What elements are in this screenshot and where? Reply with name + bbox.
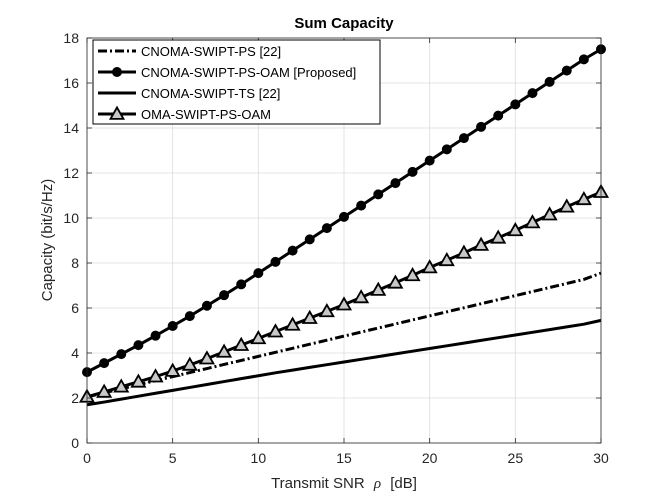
data-point <box>561 65 572 76</box>
data-point <box>527 88 538 99</box>
data-point <box>116 349 127 360</box>
data-point <box>304 234 315 245</box>
legend-marker <box>108 105 126 120</box>
data-point <box>407 166 418 177</box>
legend-entry: OMA-SWIPT-PS-OAM <box>98 105 271 122</box>
data-point <box>424 155 435 166</box>
data-point <box>370 281 387 296</box>
data-point <box>455 244 472 259</box>
y-tick-label: 8 <box>71 255 79 271</box>
data-point <box>387 274 404 289</box>
legend: CNOMA-SWIPT-PS [22] CNOMA-SWIPT-PS-OAM [P… <box>92 39 381 125</box>
legend-marker <box>112 67 122 77</box>
y-tick-label: 4 <box>71 345 79 361</box>
data-point <box>476 121 487 132</box>
y-tick-label: 16 <box>63 75 79 91</box>
x-axis-label-prefix: Transmit SNR <box>271 475 365 492</box>
data-point <box>184 311 195 322</box>
data-point <box>544 76 555 87</box>
data-point <box>99 358 110 369</box>
data-point <box>130 373 147 388</box>
y-tick-label: 18 <box>63 30 79 46</box>
y-tick-label: 14 <box>63 120 79 136</box>
data-point <box>147 368 164 383</box>
y-tick-label: 2 <box>71 390 79 406</box>
y-tick-label: 10 <box>63 210 79 226</box>
data-point <box>335 296 353 311</box>
x-axis-label: Transmit SNR ρ [dB] <box>271 475 417 492</box>
data-point <box>390 178 401 189</box>
data-point <box>458 133 469 144</box>
data-point <box>301 309 318 324</box>
data-point <box>236 279 247 290</box>
x-tick-label: 5 <box>169 450 177 466</box>
legend-label: CNOMA-SWIPT-PS [22] <box>141 44 281 59</box>
x-axis-label-suffix: [dB] <box>390 475 417 492</box>
x-tick-label: 10 <box>251 450 267 466</box>
data-point <box>270 256 281 267</box>
data-point <box>353 289 370 304</box>
series-cnoma-swipt-ts-22 <box>86 318 602 407</box>
data-point <box>473 236 490 251</box>
data-point <box>284 316 301 331</box>
data-point <box>493 110 504 121</box>
data-point <box>578 54 589 65</box>
x-tick-label: 20 <box>422 450 438 466</box>
data-point <box>441 144 452 155</box>
y-tick-label: 0 <box>71 435 79 451</box>
data-point <box>150 330 161 341</box>
y-tick-label: 12 <box>63 165 79 181</box>
legend-label: CNOMA-SWIPT-PS-OAM [Proposed] <box>141 65 356 80</box>
legend-label: OMA-SWIPT-PS-OAM <box>141 107 271 122</box>
data-point <box>253 268 264 279</box>
data-point <box>558 198 575 213</box>
y-tick-label: 6 <box>71 300 79 316</box>
ticks: 0 5 10 15 20 25 30 0 2 4 6 8 10 12 14 16 18 <box>63 30 609 466</box>
data-point <box>575 191 592 206</box>
data-point <box>507 222 524 237</box>
data-point <box>287 245 298 256</box>
data-point <box>113 378 130 393</box>
data-point <box>216 343 233 358</box>
legend-entries: CNOMA-SWIPT-PS [22] CNOMA-SWIPT-PS-OAM [P… <box>98 44 356 122</box>
data-point <box>219 290 230 301</box>
legend-entry: CNOMA-SWIPT-PS [22] <box>98 44 281 59</box>
data-point <box>233 336 250 351</box>
data-point <box>421 259 438 274</box>
data-point <box>490 229 507 244</box>
chart-title: Sum Capacity <box>294 15 394 32</box>
data-point <box>133 340 144 351</box>
x-axis-label-symbol: ρ <box>373 476 381 492</box>
data-point <box>198 350 215 365</box>
legend-label: CNOMA-SWIPT-TS [22] <box>141 86 280 101</box>
data-point <box>339 211 349 222</box>
series-line <box>86 318 602 407</box>
data-point <box>201 300 212 311</box>
x-tick-label: 15 <box>336 450 352 466</box>
data-point <box>510 99 521 110</box>
data-point <box>167 321 178 331</box>
data-point <box>373 189 384 200</box>
x-tick-label: 0 <box>83 450 91 466</box>
legend-entry: CNOMA-SWIPT-PS-OAM [Proposed] <box>98 65 356 80</box>
data-point <box>541 206 558 221</box>
data-point <box>164 362 181 377</box>
x-tick-label: 30 <box>593 450 609 466</box>
legend-box <box>92 39 381 125</box>
data-point <box>356 200 367 211</box>
data-point <box>524 214 541 229</box>
series-cnoma-swipt-ps-oam-proposed <box>82 44 606 378</box>
data-point <box>96 383 113 398</box>
legend-entry: CNOMA-SWIPT-TS [22] <box>98 86 280 101</box>
data-point <box>250 330 267 345</box>
data-point <box>181 356 198 371</box>
data-point <box>438 251 455 267</box>
data-point <box>267 323 284 338</box>
x-tick-label: 25 <box>508 450 524 466</box>
data-point <box>404 267 421 282</box>
data-point <box>321 223 332 234</box>
data-point <box>318 303 335 318</box>
y-axis-label: Capacity (bit/s/Hz) <box>39 179 56 302</box>
